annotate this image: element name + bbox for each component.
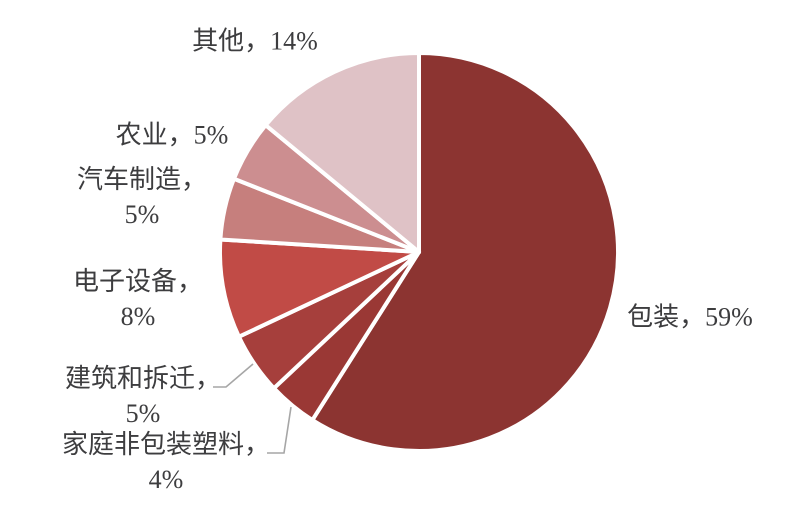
pie-slice-包装[interactable]: [310, 51, 620, 453]
slice-label-electronics: 电子设备， 8%: [73, 264, 203, 334]
slice-label-household: 家庭非包装塑料， 4%: [62, 427, 270, 497]
slice-label-construction-value: 5%: [125, 399, 161, 428]
leader-line-construction: [213, 363, 254, 388]
slice-label-electronics-name: 电子设备，: [72, 267, 204, 296]
pie-slice-其他[interactable]: [263, 51, 421, 254]
slice-label-household-value: 4%: [148, 465, 184, 494]
slice-label-auto-name: 汽车制造，: [76, 165, 208, 194]
slice-label-auto: 汽车制造， 5%: [77, 162, 207, 232]
slice-label-packaging-text: 包装，59%: [627, 302, 753, 332]
slice-label-other-text: 其他，14%: [192, 26, 318, 56]
slice-label-agriculture-text: 农业，5%: [115, 120, 229, 150]
slice-label-electronics-value: 8%: [120, 302, 156, 331]
slice-label-household-name: 家庭非包装塑料，: [61, 430, 271, 459]
slice-label-construction-name: 建筑和拆迁，: [64, 364, 222, 393]
pie-slices-group: [218, 51, 620, 453]
slice-label-agriculture: 农业，5%: [116, 118, 229, 153]
leader-line-household: [267, 406, 292, 454]
slice-label-other: 其他，14%: [192, 24, 318, 59]
slice-label-construction: 建筑和拆迁， 5%: [65, 361, 221, 431]
slice-label-packaging: 包装，59%: [627, 300, 753, 335]
slice-label-auto-value: 5%: [124, 200, 160, 229]
